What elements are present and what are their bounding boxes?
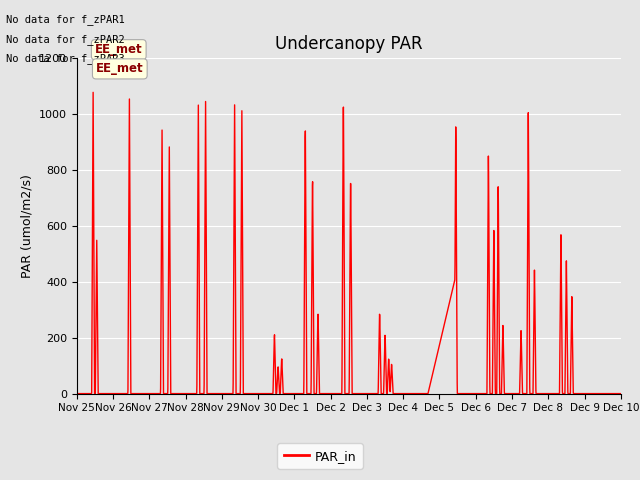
Text: No data for f_zPAR3: No data for f_zPAR3 xyxy=(6,53,125,64)
Text: EE_met: EE_met xyxy=(96,62,143,75)
Text: No data for f_zPAR1: No data for f_zPAR1 xyxy=(6,14,125,25)
Legend: PAR_in: PAR_in xyxy=(277,444,363,469)
Text: No data for f_zPAR2: No data for f_zPAR2 xyxy=(6,34,125,45)
Text: EE_met: EE_met xyxy=(95,43,143,56)
Y-axis label: PAR (umol/m2/s): PAR (umol/m2/s) xyxy=(20,174,33,277)
Title: Undercanopy PAR: Undercanopy PAR xyxy=(275,35,422,53)
